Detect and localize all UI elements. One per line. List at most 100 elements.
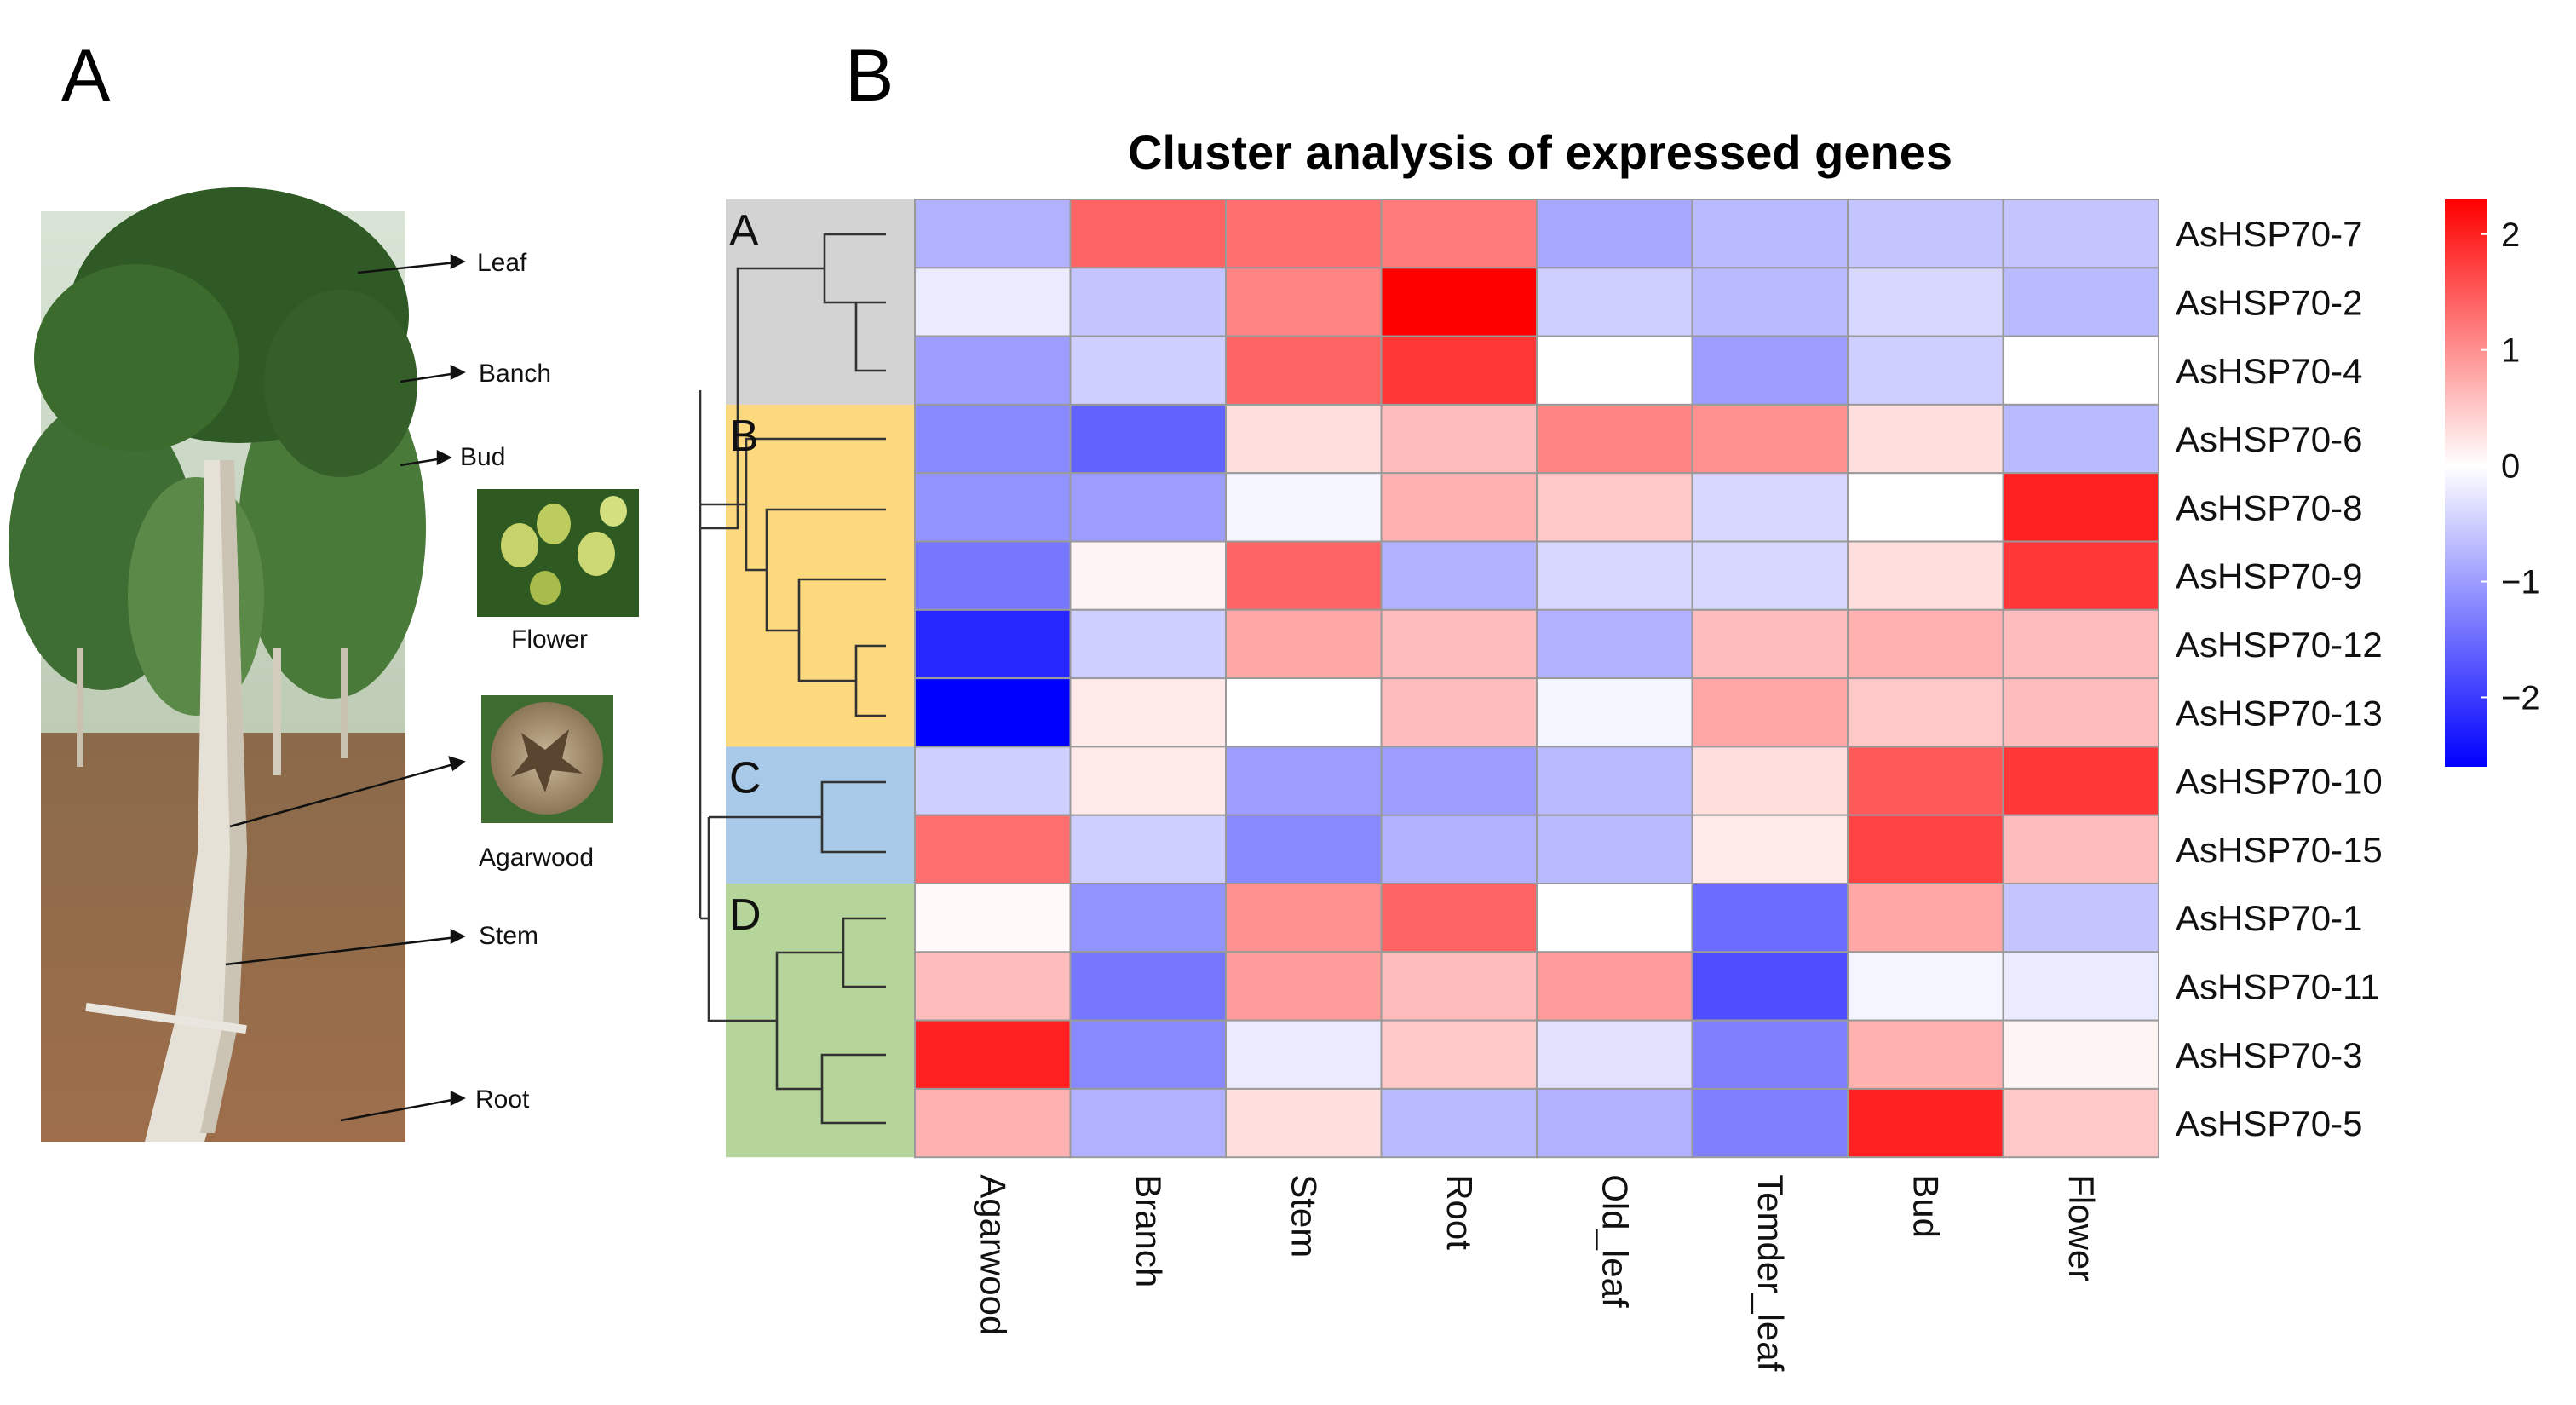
heatmap-cell — [1691, 1087, 1849, 1159]
row-label: AsHSP70-13 — [2176, 693, 2383, 733]
column-label: Flower — [2061, 1174, 2102, 1281]
heatmap-cells — [914, 199, 2159, 1159]
heatmap-cell — [1536, 1019, 1693, 1090]
heatmap-cell — [2002, 1087, 2159, 1159]
panel-b-label: B — [845, 35, 894, 117]
column-label: Bud — [1906, 1174, 1946, 1238]
cluster-bg-B — [726, 404, 915, 747]
heatmap-cell — [1225, 540, 1383, 611]
label-branch: Banch — [479, 360, 551, 388]
heatmap-cell — [2002, 951, 2159, 1022]
colorbar: 2 1 0 −1 −2 — [2445, 199, 2540, 767]
heatmap-cell — [1536, 608, 1693, 680]
heatmap-cell — [1225, 199, 1383, 269]
heatmap-cell — [2002, 540, 2159, 611]
heatmap-cell — [914, 677, 1072, 748]
heatmap-cell — [1225, 267, 1383, 337]
heatmap-cell — [1069, 951, 1227, 1022]
heatmap-cell — [1069, 677, 1227, 748]
heatmap-cell — [2002, 1019, 2159, 1090]
colorbar-tick-label: 0 — [2501, 448, 2520, 486]
label-root: Root — [475, 1085, 530, 1114]
heatmap-cell — [1536, 814, 1693, 885]
heatmap-cell — [1225, 677, 1383, 748]
heatmap-cell — [2002, 335, 2159, 406]
colorbar-tick-label: −2 — [2501, 679, 2540, 717]
colorbar-gradient — [2445, 199, 2487, 767]
row-label: AsHSP70-11 — [2176, 966, 2380, 1006]
heatmap-cell — [1380, 267, 1538, 337]
heatmap-cell — [2002, 267, 2159, 337]
cluster-label-C: C — [729, 753, 762, 803]
dendrogram — [699, 233, 886, 1125]
heatmap-cell — [1691, 1019, 1849, 1090]
heatmap-cell — [1536, 883, 1693, 953]
flower-inset-photo — [477, 489, 639, 617]
label-stem: Stem — [479, 922, 538, 950]
panel-a-label: A — [61, 35, 111, 117]
column-label: Temder_leaf — [1751, 1174, 1791, 1371]
heatmap-cell — [1225, 335, 1383, 406]
heatmap-cell — [914, 608, 1072, 680]
heatmap-cell — [2002, 814, 2159, 885]
heatmap-cell — [1536, 403, 1693, 475]
heatmap-cell — [1691, 814, 1849, 885]
heatmap-cell — [1691, 540, 1849, 611]
heatmap-cell — [1380, 608, 1538, 680]
heatmap-cell — [1069, 746, 1227, 816]
heatmap-cell — [1380, 403, 1538, 475]
heatmap-cell — [1536, 540, 1693, 611]
column-label: Branch — [1129, 1174, 1169, 1287]
heatmap-cell — [1380, 814, 1538, 885]
heatmap-cell — [2002, 608, 2159, 680]
row-label: AsHSP70-12 — [2176, 625, 2383, 665]
heatmap-cell — [914, 814, 1072, 885]
heatmap-cell — [1069, 472, 1227, 543]
heatmap-cell — [1380, 883, 1538, 953]
heatmap-cell — [1380, 335, 1538, 406]
colorbar-ticks: 2 1 0 −1 −2 — [2481, 216, 2540, 717]
heatmap-cell — [914, 267, 1072, 337]
heatmap-cell — [1847, 746, 2004, 816]
row-label: AsHSP70-5 — [2176, 1103, 2362, 1143]
cluster-labels: A B C D — [729, 206, 762, 940]
agarwood-inset-photo — [481, 695, 613, 823]
heatmap-cell — [1069, 267, 1227, 337]
heatmap-cell — [914, 403, 1072, 475]
row-label: AsHSP70-1 — [2176, 898, 2362, 938]
heatmap-cell — [1536, 199, 1693, 269]
label-leaf: Leaf — [477, 249, 527, 277]
cluster-bg-C — [726, 746, 915, 884]
heatmap-cell — [1691, 267, 1849, 337]
label-flower: Flower — [511, 625, 588, 654]
heatmap-cell — [914, 540, 1072, 611]
heatmap-cell — [2002, 677, 2159, 748]
heatmap-cell — [1536, 746, 1693, 816]
heatmap-cell — [1536, 677, 1693, 748]
heatmap-cell — [1691, 951, 1849, 1022]
heatmap-cell — [1847, 335, 2004, 406]
heatmap-cell — [914, 335, 1072, 406]
heatmap-cell — [1380, 677, 1538, 748]
heatmap-cell — [914, 951, 1072, 1022]
heatmap-cell — [1536, 335, 1693, 406]
tree-photo — [9, 187, 426, 1142]
heatmap-cell — [1380, 540, 1538, 611]
heatmap-cell — [2002, 403, 2159, 475]
heatmap-cell — [1847, 472, 2004, 543]
heatmap-cell — [1380, 1019, 1538, 1090]
heatmap-cell — [1225, 746, 1383, 816]
heatmap-cell — [1225, 403, 1383, 475]
heatmap-cell — [1847, 814, 2004, 885]
heatmap-cell — [1847, 267, 2004, 337]
heatmap-cell — [1847, 403, 2004, 475]
heatmap-cell — [1225, 472, 1383, 543]
heatmap-cell — [1691, 677, 1849, 748]
heatmap-cell — [2002, 199, 2159, 269]
heatmap-cell — [1225, 951, 1383, 1022]
colorbar-tick-label: 2 — [2501, 216, 2520, 254]
cluster-label-B: B — [729, 412, 759, 461]
heatmap-cell — [914, 1087, 1072, 1159]
heatmap-cell — [1847, 608, 2004, 680]
chart-title: Cluster analysis of expressed genes — [1128, 125, 1952, 179]
